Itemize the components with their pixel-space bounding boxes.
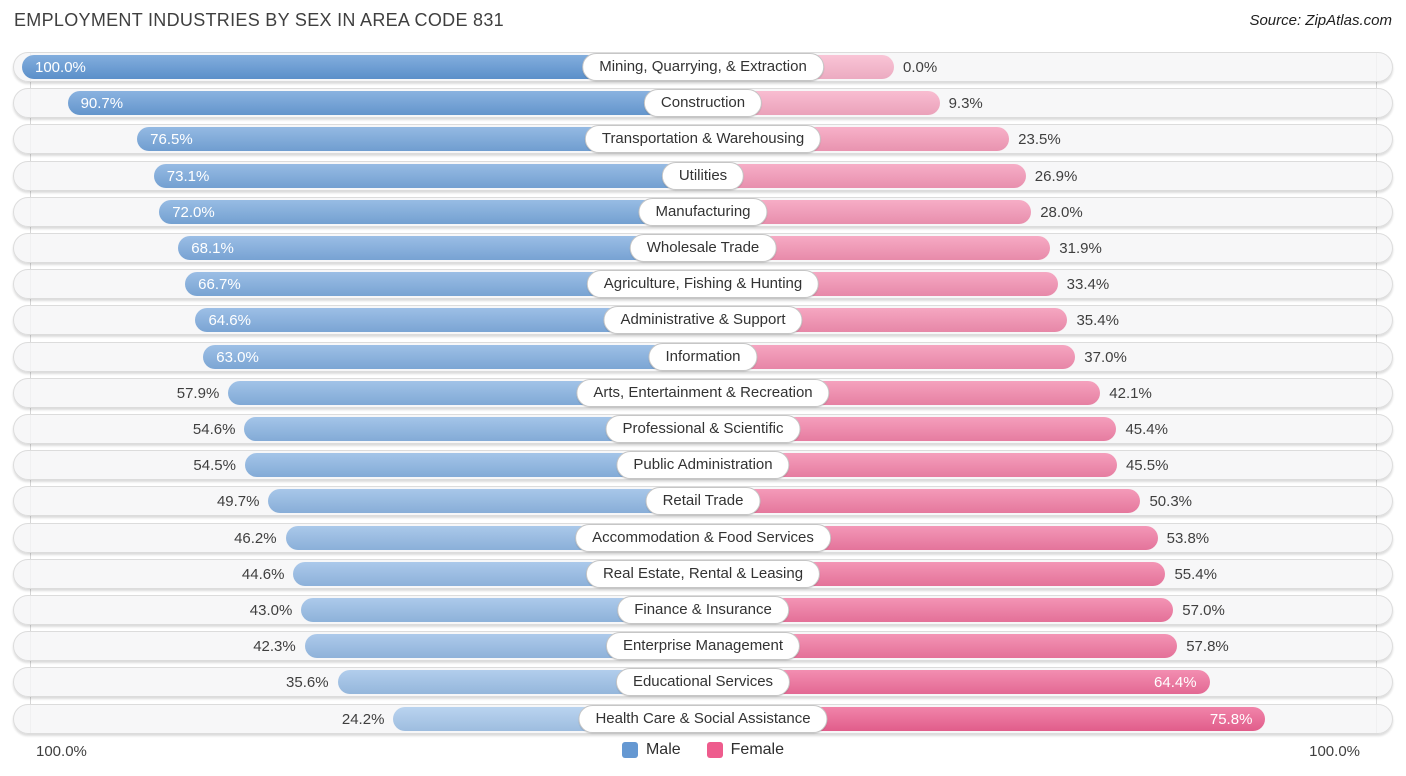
female-value-label: 45.4% xyxy=(1125,421,1168,438)
category-pill: Educational Services xyxy=(615,668,791,697)
category-pill: Manufacturing xyxy=(638,197,768,226)
female-value-label: 33.4% xyxy=(1066,276,1110,294)
chart-row: 66.7% 33.4% Agriculture, Fishing & Hunting xyxy=(13,269,1393,300)
chart-row: 42.3% 57.8% Enterprise Management xyxy=(13,631,1393,662)
female-bar xyxy=(703,163,1026,188)
category-pill: Construction xyxy=(643,89,763,118)
female-bar xyxy=(703,344,1076,369)
male-bar xyxy=(203,344,703,369)
female-value-label: 57.0% xyxy=(1182,602,1225,619)
category-pill: Finance & Insurance xyxy=(617,596,789,624)
chart-row: 63.0% 37.0% Information xyxy=(13,341,1393,372)
category-pill: Information xyxy=(648,342,758,371)
chart-row: 64.6% 35.4% Administrative & Support xyxy=(13,305,1393,336)
chart-row: 72.0% 28.0% Manufacturing xyxy=(13,196,1393,227)
male-bar xyxy=(178,236,703,260)
category-pill: Utilities xyxy=(661,161,745,190)
male-value-label: 49.7% xyxy=(216,493,260,511)
female-bar xyxy=(703,489,1141,514)
category-pill: Agriculture, Fishing & Hunting xyxy=(586,270,820,299)
category-pill: Transportation & Warehousing xyxy=(584,125,822,154)
female-value-label: 53.8% xyxy=(1166,529,1210,547)
female-value-label: 45.5% xyxy=(1125,457,1169,475)
female-value-label: 31.9% xyxy=(1059,240,1102,257)
category-pill: Accommodation & Food Services xyxy=(575,523,831,552)
chart-title: EMPLOYMENT INDUSTRIES BY SEX IN AREA COD… xyxy=(14,10,504,30)
male-value-label: 46.2% xyxy=(234,529,277,547)
male-swatch-icon xyxy=(621,742,638,758)
category-pill: Administrative & Support xyxy=(603,306,803,335)
category-pill: Arts, Entertainment & Recreation xyxy=(576,378,830,407)
female-value-label: 57.8% xyxy=(1186,638,1229,656)
male-value-label: 72.0% xyxy=(172,203,215,221)
chart-row: 35.6% 64.4% Educational Services xyxy=(13,667,1393,698)
male-value-label: 42.3% xyxy=(253,638,296,656)
male-value-label: 54.5% xyxy=(193,457,236,475)
category-pill: Mining, Quarrying, & Extraction xyxy=(582,53,824,81)
chart-row: 43.0% 57.0% Finance & Insurance xyxy=(13,595,1393,625)
legend-female-label: Female xyxy=(730,741,785,758)
chart-row: 90.7% 9.3% Construction xyxy=(13,88,1393,119)
female-value-label: 64.4% xyxy=(1154,674,1197,692)
female-value-label: 75.8% xyxy=(1209,710,1253,728)
axis-label-right: 100.0% xyxy=(1309,743,1360,760)
legend-item-female: Female xyxy=(706,741,785,759)
male-value-label: 90.7% xyxy=(80,95,124,113)
chart-row: 76.5% 23.5% Transportation & Warehousing xyxy=(13,124,1393,155)
female-swatch-icon xyxy=(706,742,723,758)
category-pill: Retail Trade xyxy=(645,487,761,516)
female-value-label: 42.1% xyxy=(1109,384,1152,402)
chart-row: 100.0% 0.0% Mining, Quarrying, & Extractio… xyxy=(13,52,1393,82)
chart-row: 54.5% 45.5% Public Administration xyxy=(13,450,1393,481)
axis-label-left: 100.0% xyxy=(36,743,87,760)
female-value-label: 35.4% xyxy=(1076,312,1119,330)
male-value-label: 54.6% xyxy=(192,421,236,438)
category-pill: Professional & Scientific xyxy=(605,415,801,443)
female-value-label: 9.3% xyxy=(948,95,983,113)
category-pill: Wholesale Trade xyxy=(629,234,777,262)
male-bar xyxy=(268,489,703,514)
male-value-label: 66.7% xyxy=(198,276,241,294)
male-value-label: 43.0% xyxy=(249,602,293,619)
category-pill: Enterprise Management xyxy=(605,632,801,661)
female-value-label: 37.0% xyxy=(1084,348,1127,366)
female-value-label: 26.9% xyxy=(1034,167,1078,185)
chart-row: 68.1% 31.9% Wholesale Trade xyxy=(13,233,1393,263)
male-bar xyxy=(153,163,703,188)
male-bar xyxy=(159,199,703,224)
chart-row: 49.7% 50.3% Retail Trade xyxy=(13,486,1393,517)
source-credit: Source: ZipAtlas.com xyxy=(1249,12,1392,29)
male-value-label: 24.2% xyxy=(341,710,385,728)
male-value-label: 64.6% xyxy=(208,312,251,330)
chart-row: 57.9% 42.1% Arts, Entertainment & Recreati… xyxy=(13,377,1393,408)
chart-row: 46.2% 53.8% Accommodation & Food Services xyxy=(13,522,1393,553)
category-pill: Real Estate, Rental & Leasing xyxy=(585,559,821,588)
female-value-label: 55.4% xyxy=(1174,565,1217,583)
male-value-label: 68.1% xyxy=(191,240,234,257)
male-value-label: 76.5% xyxy=(150,131,193,149)
category-pill: Health Care & Social Assistance xyxy=(578,704,828,733)
chart-row: 24.2% 75.8% Health Care & Social Assistanc… xyxy=(13,703,1393,734)
legend: Male Female xyxy=(0,741,1406,759)
male-value-label: 100.0% xyxy=(35,59,86,76)
female-value-label: 0.0% xyxy=(903,59,938,76)
male-value-label: 57.9% xyxy=(176,384,220,402)
male-value-label: 35.6% xyxy=(286,674,329,692)
chart-row: 54.6% 45.4% Professional & Scientific xyxy=(13,414,1393,444)
female-value-label: 28.0% xyxy=(1040,203,1083,221)
male-value-label: 44.6% xyxy=(241,565,285,583)
female-value-label: 23.5% xyxy=(1018,131,1061,149)
chart-row: 73.1% 26.9% Utilities xyxy=(13,160,1393,191)
chart-row: 44.6% 55.4% Real Estate, Rental & Leasing xyxy=(13,558,1393,589)
category-pill: Public Administration xyxy=(616,451,790,480)
plot-area: 100.0% 0.0% Mining, Quarrying, & Extractio… xyxy=(0,52,1406,736)
male-value-label: 63.0% xyxy=(216,348,259,366)
female-value-label: 50.3% xyxy=(1149,493,1193,511)
legend-male-label: Male xyxy=(645,741,681,758)
male-bar xyxy=(67,91,703,116)
legend-item-male: Male xyxy=(621,741,681,759)
male-value-label: 73.1% xyxy=(166,167,210,185)
